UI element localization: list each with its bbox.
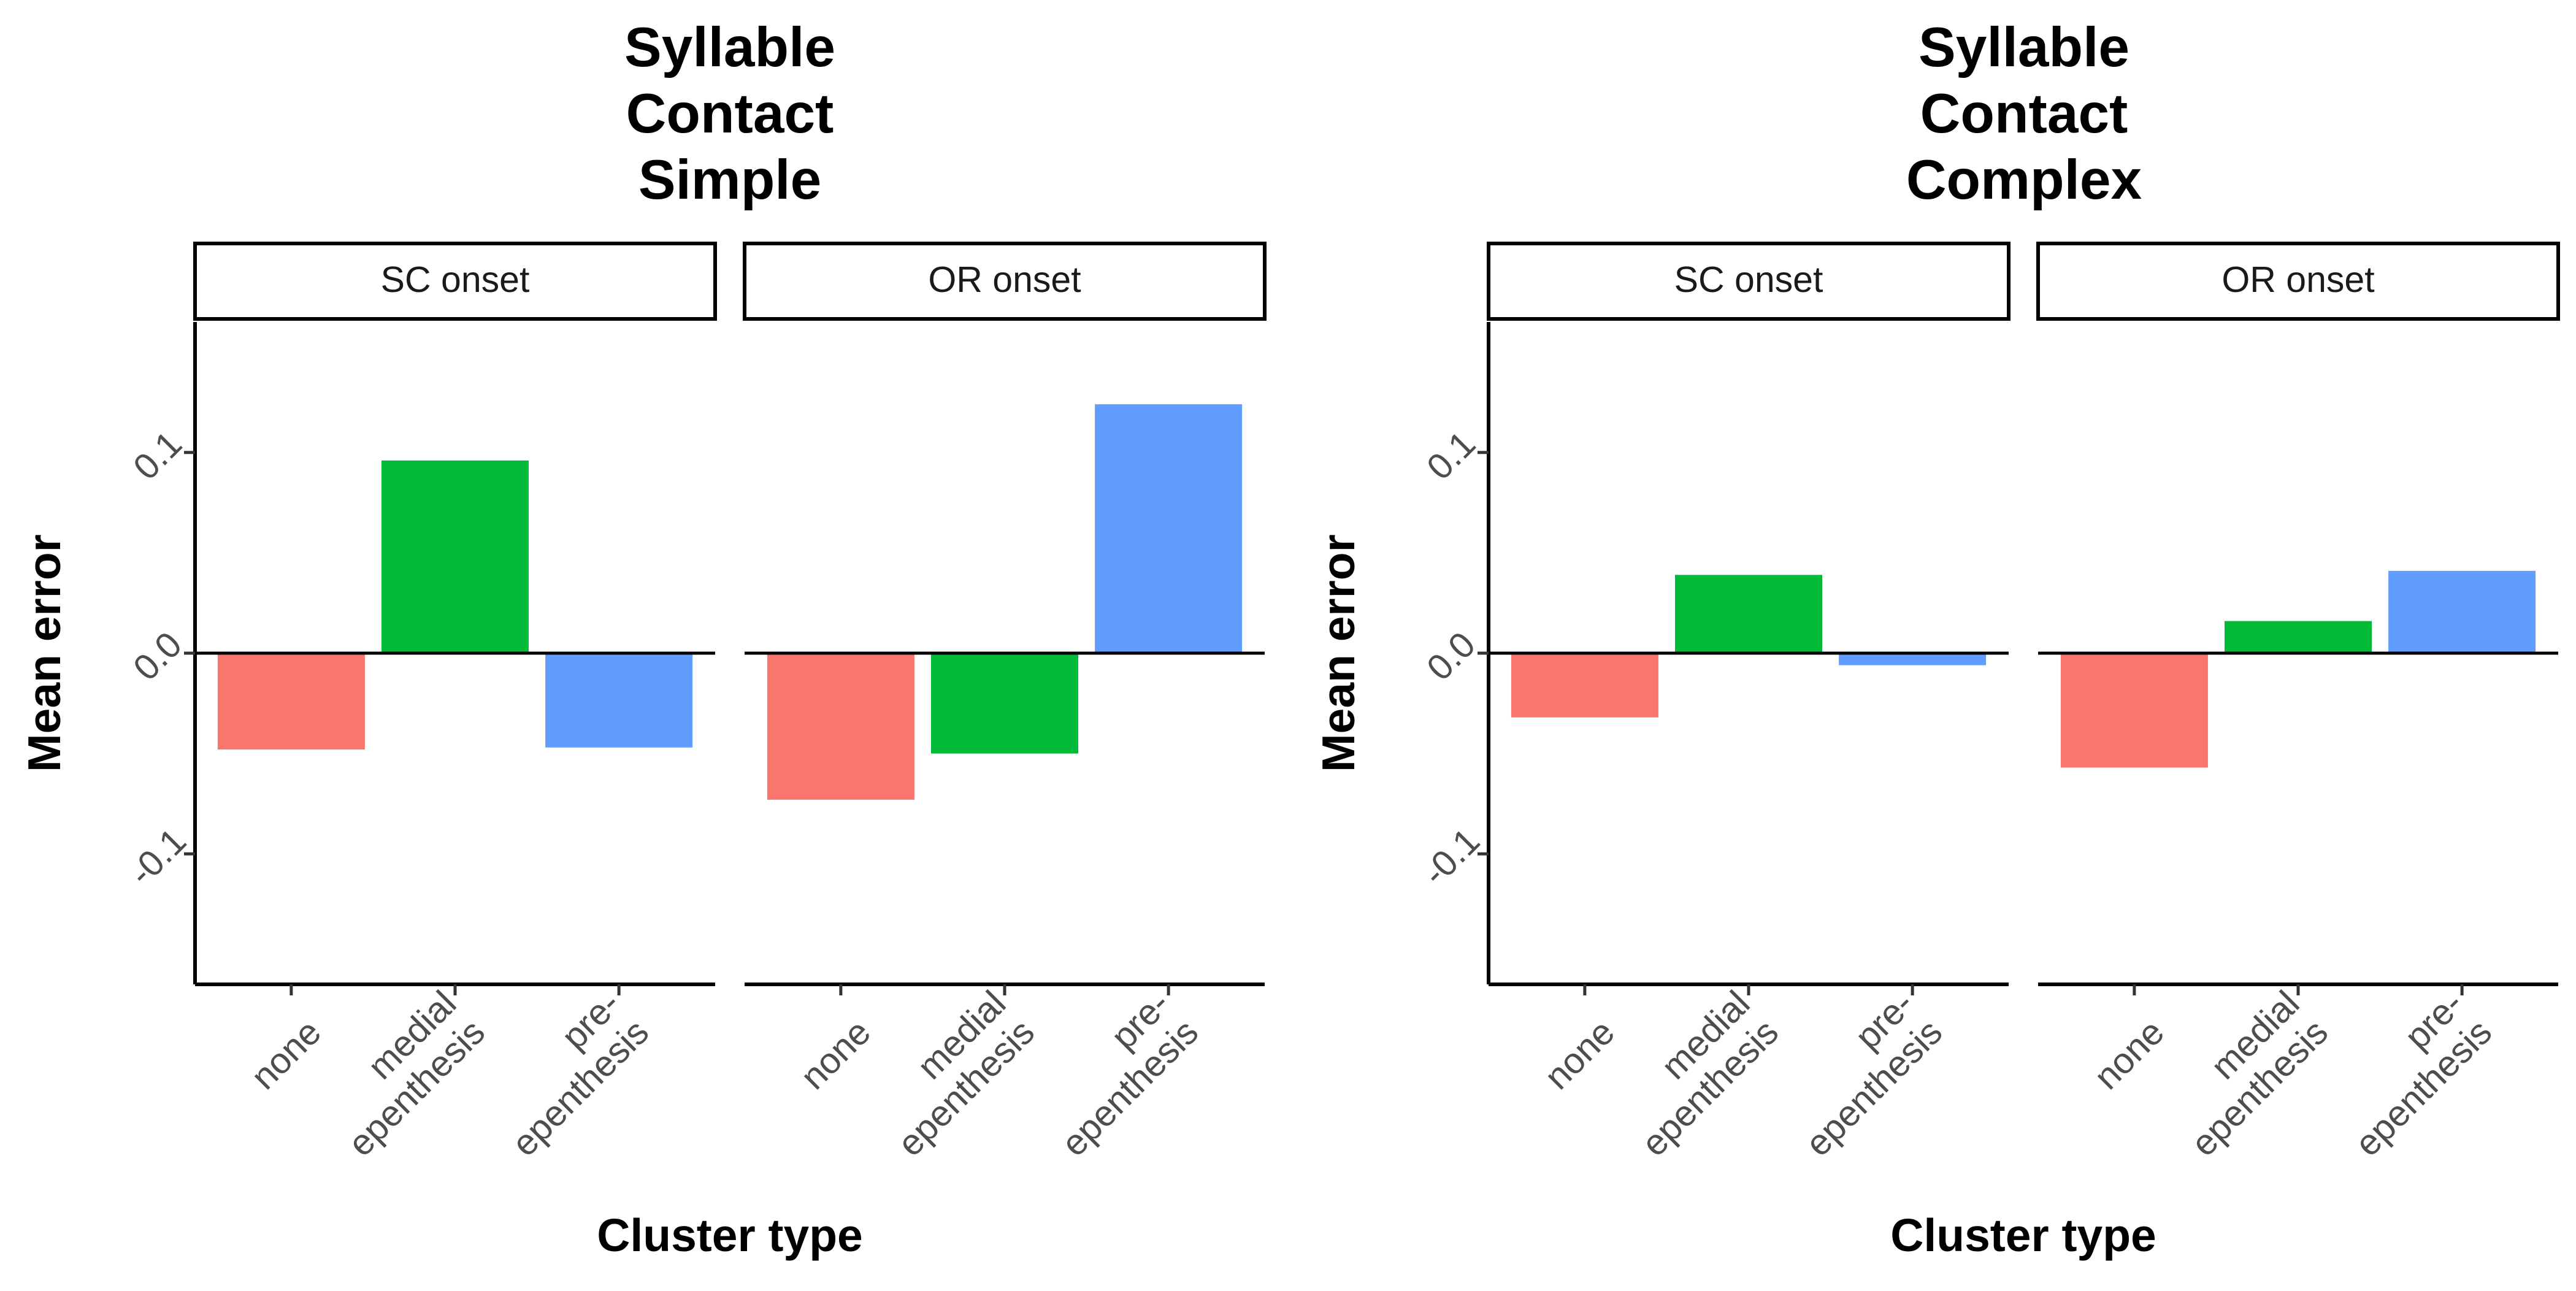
facet-strip-label: OR onset <box>928 259 1081 300</box>
chart-title-line: Syllable <box>1919 17 2129 79</box>
x-axis-title: Cluster type <box>1890 1209 2156 1261</box>
bar <box>767 653 914 800</box>
facet-strip <box>743 242 1267 321</box>
chart-title-line: Contact <box>1920 83 2128 145</box>
y-tick-label: 0.1 <box>126 423 190 488</box>
chart-title-line: Simple <box>638 149 821 211</box>
facet-strip-label: SC onset <box>1674 259 1823 300</box>
bar <box>545 653 693 748</box>
chart-title-line: Contact <box>626 83 834 145</box>
x-tick-label: none <box>793 1012 878 1097</box>
x-tick-label: none <box>2087 1012 2172 1097</box>
facet-strip <box>1487 242 2011 321</box>
bar <box>2225 621 2372 653</box>
bar <box>1675 575 1822 653</box>
chart-title-line: Complex <box>1906 149 2142 211</box>
facet-strip <box>193 242 717 321</box>
bar <box>217 653 365 750</box>
bar <box>1839 653 1987 665</box>
bar <box>1095 404 1243 653</box>
bar <box>2388 570 2536 653</box>
facet-strip-label: SC onset <box>381 259 530 300</box>
x-tick-label: none <box>1537 1012 1622 1097</box>
x-tick-label: none <box>243 1012 329 1097</box>
y-tick-label: 0.0 <box>126 624 190 689</box>
bar <box>1511 653 1658 718</box>
y-tick-label: 0.1 <box>1419 423 1484 488</box>
bar <box>2060 653 2208 768</box>
y-tick-label: 0.0 <box>1419 624 1484 689</box>
y-tick-label: -0.1 <box>121 821 194 894</box>
y-axis-title: Mean error <box>18 534 70 772</box>
chart-title-line: Syllable <box>624 17 835 79</box>
bar <box>931 653 1078 754</box>
facet-strip <box>2036 242 2560 321</box>
x-axis-title: Cluster type <box>597 1209 862 1261</box>
bar <box>381 460 529 653</box>
y-axis-title: Mean error <box>1313 534 1364 772</box>
facet-strip-label: OR onset <box>2221 259 2374 300</box>
y-tick-label: -0.1 <box>1415 821 1488 894</box>
